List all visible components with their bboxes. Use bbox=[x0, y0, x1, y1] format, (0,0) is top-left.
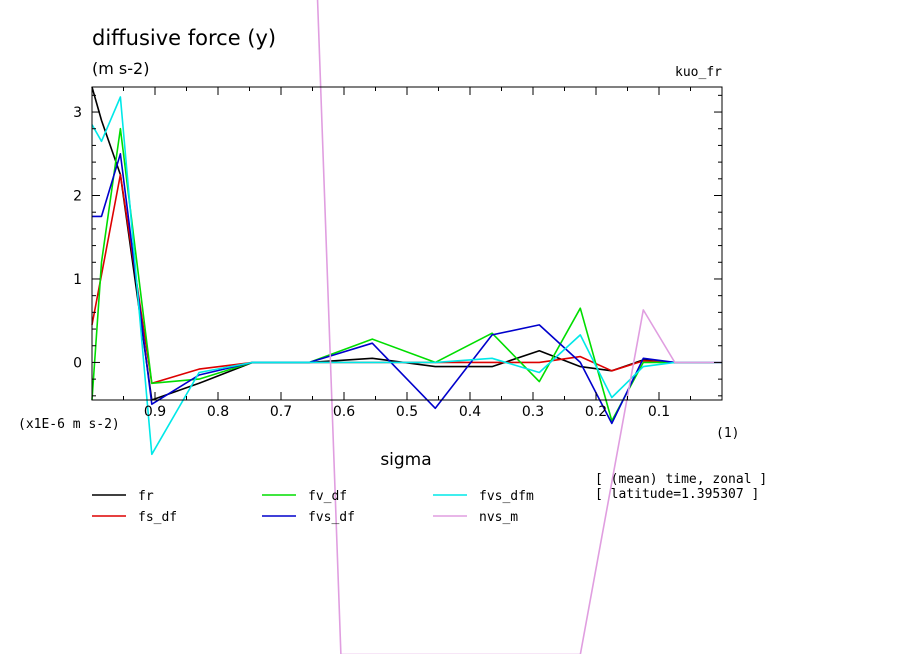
x-tick-label: 0.7 bbox=[270, 404, 292, 420]
chart-title: diffusive force (y) bbox=[92, 26, 276, 50]
x-tick-label: 0.4 bbox=[459, 404, 481, 420]
x-tick-label: 0.6 bbox=[333, 404, 355, 420]
x-tick-label: 0.9 bbox=[144, 404, 166, 420]
x-tick-label: 0.2 bbox=[585, 404, 607, 420]
legend-label-fvs-df: fvs_df bbox=[308, 510, 355, 525]
axis-ticks: 0.9 0.8 0.7 0.6 0.5 0.4 0.3 0.2 0.1 0 1 2 3 bbox=[73, 87, 722, 420]
x-tick-label: 0.8 bbox=[207, 404, 229, 420]
legend-label-nvs-m: nvs_m bbox=[479, 510, 518, 525]
info-line-latitude: [ latitude=1.395307 ] bbox=[595, 487, 759, 502]
series-line-fvs-df bbox=[92, 153, 722, 425]
legend-label-fvs-dfm: fvs_dfm bbox=[479, 489, 534, 504]
y-tick-label: 3 bbox=[73, 105, 82, 121]
x-tick-label: 0.1 bbox=[648, 404, 670, 420]
legend: fr fs_df fv_df fvs_df fvs_dfm nvs_m bbox=[92, 489, 534, 525]
chart-units: (m s-2) bbox=[92, 59, 149, 78]
legend-label-fr: fr bbox=[138, 489, 154, 504]
info-line-time: [ (mean) time, zonal ] bbox=[595, 472, 767, 487]
y-tick-label: 1 bbox=[73, 272, 82, 288]
series-line-fv-df bbox=[91, 127, 722, 422]
series-line-fvs-dfm bbox=[91, 96, 722, 456]
y-tick-label: 0 bbox=[73, 355, 82, 371]
x-tick-label: 0.5 bbox=[396, 404, 418, 420]
series-line-fr bbox=[91, 86, 722, 401]
x-tick-label: 0.3 bbox=[522, 404, 544, 420]
legend-label-fv-df: fv_df bbox=[308, 489, 347, 504]
series-group bbox=[91, 0, 722, 654]
y-tick-label: 2 bbox=[73, 189, 82, 205]
y-scale-label: (x1E-6 m s-2) bbox=[18, 417, 120, 432]
plot-frame bbox=[91, 86, 723, 401]
series-line-nvs-m bbox=[316, 0, 722, 654]
x-axis-label: sigma bbox=[380, 450, 431, 470]
legend-label-fs-df: fs_df bbox=[138, 510, 177, 525]
x-unit-label: (1) bbox=[716, 426, 739, 441]
experiment-label: kuo_fr bbox=[675, 65, 722, 80]
